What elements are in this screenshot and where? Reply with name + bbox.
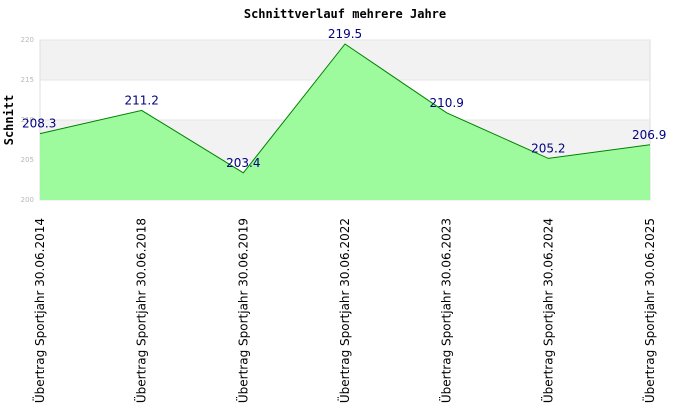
series-line bbox=[39, 43, 651, 174]
data-label: 208.3 bbox=[22, 117, 56, 131]
data-label: 203.4 bbox=[226, 156, 260, 170]
x-tick-label: Übertrag Sportjahr 30.06.2023 bbox=[438, 218, 454, 403]
y-axis-label: Schnitt bbox=[2, 95, 16, 146]
series-area bbox=[40, 44, 650, 200]
x-axis-ticks: Übertrag Sportjahr 30.06.2014 Übertrag Sp… bbox=[31, 218, 657, 403]
x-tick-label: Übertrag Sportjahr 30.06.2024 bbox=[539, 218, 555, 403]
y-tick-label: 205 bbox=[21, 156, 34, 164]
y-axis-ticks: 200 205 210 215 220 bbox=[21, 36, 34, 204]
x-tick-label: Übertrag Sportjahr 30.06.2018 bbox=[133, 218, 149, 403]
y-tick-label: 200 bbox=[21, 196, 34, 204]
y-tick-label: 210 bbox=[21, 116, 34, 124]
x-tick-label: Übertrag Sportjahr 30.06.2014 bbox=[31, 218, 47, 403]
data-label: 211.2 bbox=[124, 93, 158, 107]
y-tick-label: 220 bbox=[21, 36, 34, 44]
data-label: 219.5 bbox=[328, 27, 362, 41]
x-tick-label: Übertrag Sportjahr 30.06.2019 bbox=[234, 218, 250, 403]
data-labels: 208.3 211.2 203.4 219.5 210.9 205.2 206.9 bbox=[22, 27, 666, 170]
data-label: 206.9 bbox=[632, 128, 666, 142]
chart-title: Schnittverlauf mehrere Jahre bbox=[244, 7, 446, 21]
data-label: 210.9 bbox=[429, 96, 463, 110]
x-tick-label: Übertrag Sportjahr 30.06.2022 bbox=[336, 218, 352, 403]
data-label: 205.2 bbox=[531, 141, 565, 155]
x-tick-label: Übertrag Sportjahr 30.06.2025 bbox=[641, 218, 657, 403]
y-tick-label: 215 bbox=[21, 76, 34, 84]
